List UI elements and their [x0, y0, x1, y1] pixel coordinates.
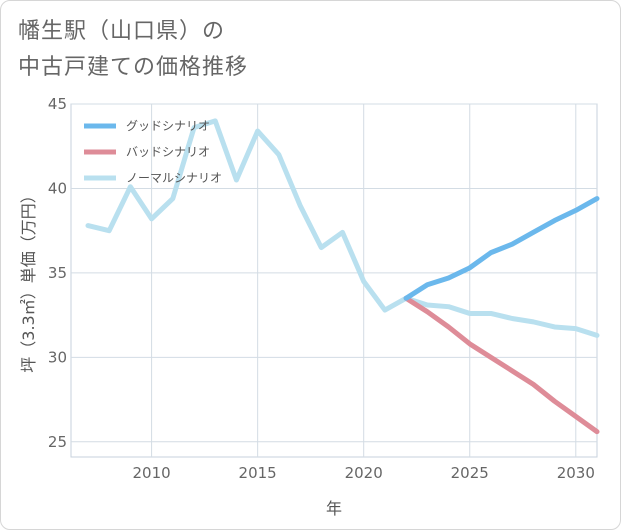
series-line-0 [403, 196, 600, 301]
x-tick-label: 2025 [451, 464, 489, 482]
y-tick-label: 45 [48, 95, 67, 113]
series-line-2 [85, 118, 600, 338]
x-tick-label: 2030 [557, 464, 595, 482]
x-tick-label: 2010 [133, 464, 171, 482]
x-tick-labels: 2010 2015 2020 2025 2030 [133, 464, 595, 482]
y-tick-label: 40 [48, 179, 67, 197]
series-layer [85, 118, 600, 435]
legend-label-2: ノーマルシナリオ [126, 171, 222, 185]
chart-title: 幡生駅（山口県）の 中古戸建ての価格推移 [18, 14, 248, 86]
y-tick-labels: 25 30 35 40 45 [48, 95, 67, 451]
legend-label-0: グッドシナリオ [126, 119, 210, 133]
y-tick-label: 35 [48, 264, 67, 282]
chart-title-line-1: 幡生駅（山口県）の [18, 19, 226, 44]
x-axis-title: 年 [326, 499, 342, 518]
y-tick-label: 25 [48, 433, 67, 451]
plot-area [70, 103, 598, 458]
x-tick-label: 2015 [239, 464, 277, 482]
y-axis-title: 坪（3.3㎡）単価（万円） [19, 187, 38, 372]
y-tick-label: 30 [48, 348, 67, 366]
legend-label-1: バッドシナリオ [126, 145, 210, 159]
series-line-1 [403, 295, 600, 435]
grid-lines [71, 103, 597, 457]
x-tick-label: 2020 [345, 464, 383, 482]
chart-title-line-2: 中古戸建ての価格推移 [18, 55, 249, 80]
